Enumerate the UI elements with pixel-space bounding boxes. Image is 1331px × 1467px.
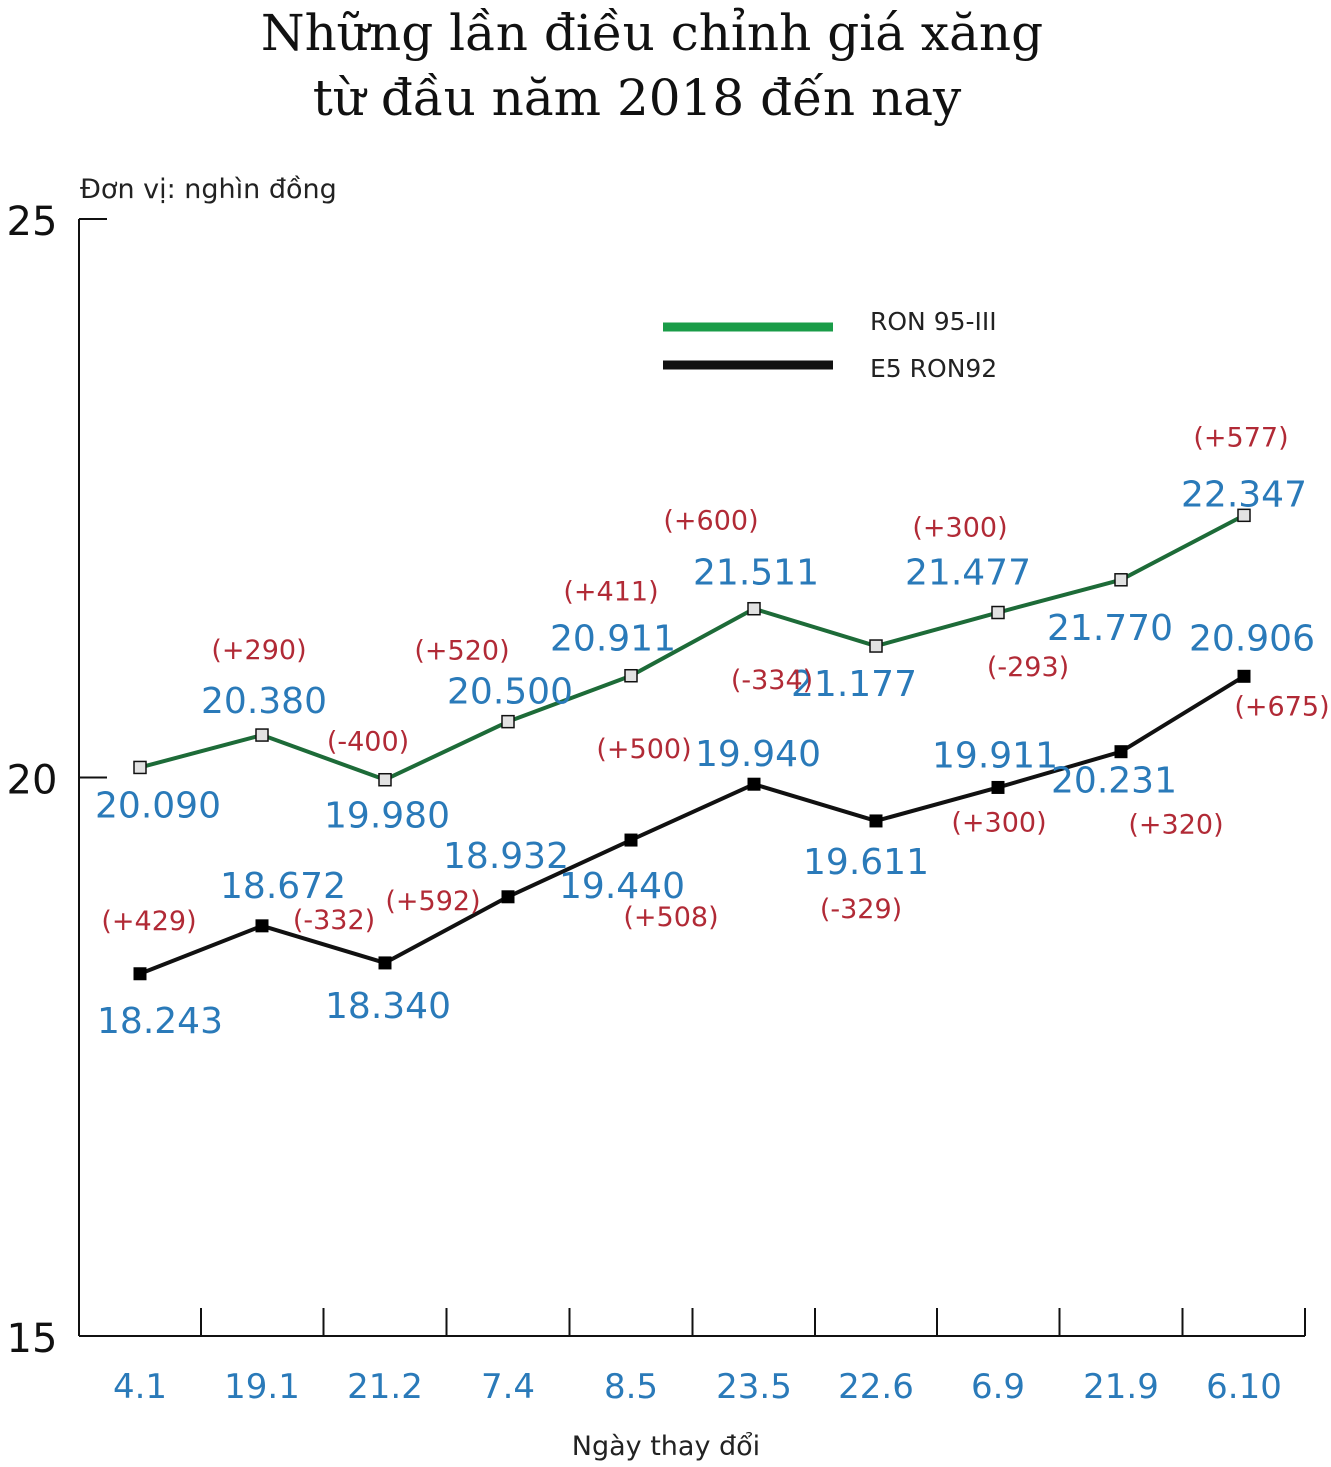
data-value-label: 18.340: [325, 986, 451, 1027]
price-change-label: (-293): [987, 652, 1069, 683]
data-point-marker: [747, 777, 761, 791]
x-tick-label: 6.10: [1206, 1367, 1282, 1407]
data-point-marker: [1237, 508, 1251, 523]
axes: 15 20 25 4.1 19.1 21.2 7.4 8.5 23.5 22.6 6.9 21.9 6.…: [7, 199, 1306, 1407]
price-change-label: (+592): [385, 886, 480, 917]
data-point-marker: [991, 605, 1005, 620]
price-change-label: (+600): [663, 506, 758, 537]
price-change-label: (+290): [211, 635, 306, 666]
chart-title-line-1: Những lần điều chỉnh giá xăng: [261, 4, 1043, 62]
price-change-label: (+508): [623, 902, 718, 933]
price-change-label: (+520): [414, 636, 509, 667]
data-value-label: 20.911: [550, 619, 676, 660]
price-change-label: (+320): [1128, 810, 1223, 841]
data-value-label: 18.672: [220, 866, 346, 907]
data-value-label: 19.911: [932, 735, 1058, 776]
x-tick-label: 6.9: [971, 1367, 1025, 1407]
price-change-label: (+577): [1193, 422, 1288, 453]
x-tick-label: 8.5: [604, 1367, 658, 1407]
x-axis-label: Ngày thay đổi: [572, 1431, 760, 1462]
data-point-marker: [378, 956, 392, 970]
data-point-marker: [133, 967, 147, 981]
data-value-label: 21.770: [1047, 608, 1173, 649]
legend-label-ron95: RON 95-III: [870, 307, 997, 336]
price-change-label: (+675): [1234, 691, 1329, 722]
data-point-marker: [1237, 669, 1251, 683]
data-point-marker: [133, 760, 147, 775]
data-value-label: 19.980: [324, 796, 450, 837]
price-change-label: (+300): [951, 807, 1046, 838]
data-point-marker: [1114, 573, 1128, 587]
x-tick-label: 4.1: [113, 1367, 167, 1407]
data-point-marker: [1114, 745, 1128, 759]
data-point-marker: [624, 833, 638, 847]
y-tick-label: 15: [7, 1316, 58, 1362]
price-change-label: (+429): [101, 906, 196, 937]
data-value-label: 20.231: [1051, 761, 1177, 802]
data-point-marker: [255, 728, 269, 742]
data-value-label: 21.477: [905, 553, 1031, 594]
x-tick-label: 21.9: [1083, 1367, 1159, 1407]
data-value-label: 20.380: [201, 681, 327, 722]
price-change-label: (+411): [563, 577, 658, 608]
price-change-label: (-329): [820, 894, 902, 925]
chart-title-line-2: từ đầu năm 2018 đến nay: [313, 69, 962, 127]
legend: RON 95-III E5 RON92: [663, 307, 997, 383]
data-point-marker: [501, 890, 515, 904]
data-value-label: 21.177: [791, 664, 917, 705]
data-point-marker: [869, 814, 883, 828]
data-value-label: 20.090: [95, 785, 221, 826]
x-tick-label: 22.6: [838, 1367, 914, 1407]
data-value-label: 21.511: [693, 553, 819, 594]
data-value-label: 19.611: [803, 842, 929, 883]
data-point-marker: [255, 919, 269, 933]
data-point-marker: [869, 639, 883, 653]
data-point-marker: [747, 601, 761, 616]
price-change-label: (+300): [912, 513, 1007, 544]
legend-label-e5: E5 RON92: [870, 354, 997, 383]
price-change-label: (-334): [731, 665, 813, 696]
data-point-marker: [624, 668, 638, 683]
data-value-label: 20.500: [447, 672, 573, 713]
y-tick-label: 20: [7, 758, 58, 804]
data-value-label: 18.243: [97, 1001, 223, 1042]
data-value-label: 20.906: [1189, 618, 1315, 659]
data-point-marker: [991, 780, 1005, 794]
x-tick-label: 19.1: [224, 1367, 300, 1407]
data-value-label: 19.940: [695, 734, 821, 775]
price-change-label: (-400): [327, 727, 409, 758]
data-point-marker: [378, 772, 392, 787]
series-line-0: [139, 513, 1245, 782]
data-value-label: 22.347: [1181, 474, 1307, 515]
price-change-label: (-332): [293, 905, 375, 936]
x-tick-label: 7.4: [481, 1367, 535, 1407]
data-point-marker: [501, 714, 515, 729]
labels-layer: 20.090 20.380 (+290) 19.980 (-400) 20.500 (+52…: [95, 422, 1330, 1041]
data-value-label: 19.440: [559, 866, 685, 907]
x-tick-label: 21.2: [347, 1367, 423, 1407]
series-layer: [133, 508, 1251, 981]
x-tick-label: 23.5: [716, 1367, 792, 1407]
y-tick-label: 25: [7, 199, 58, 245]
data-value-label: 18.932: [443, 836, 569, 877]
price-change-label: (+500): [596, 734, 691, 765]
series-line-1: [139, 674, 1246, 976]
unit-label: Đơn vị: nghìn đồng: [80, 174, 337, 205]
